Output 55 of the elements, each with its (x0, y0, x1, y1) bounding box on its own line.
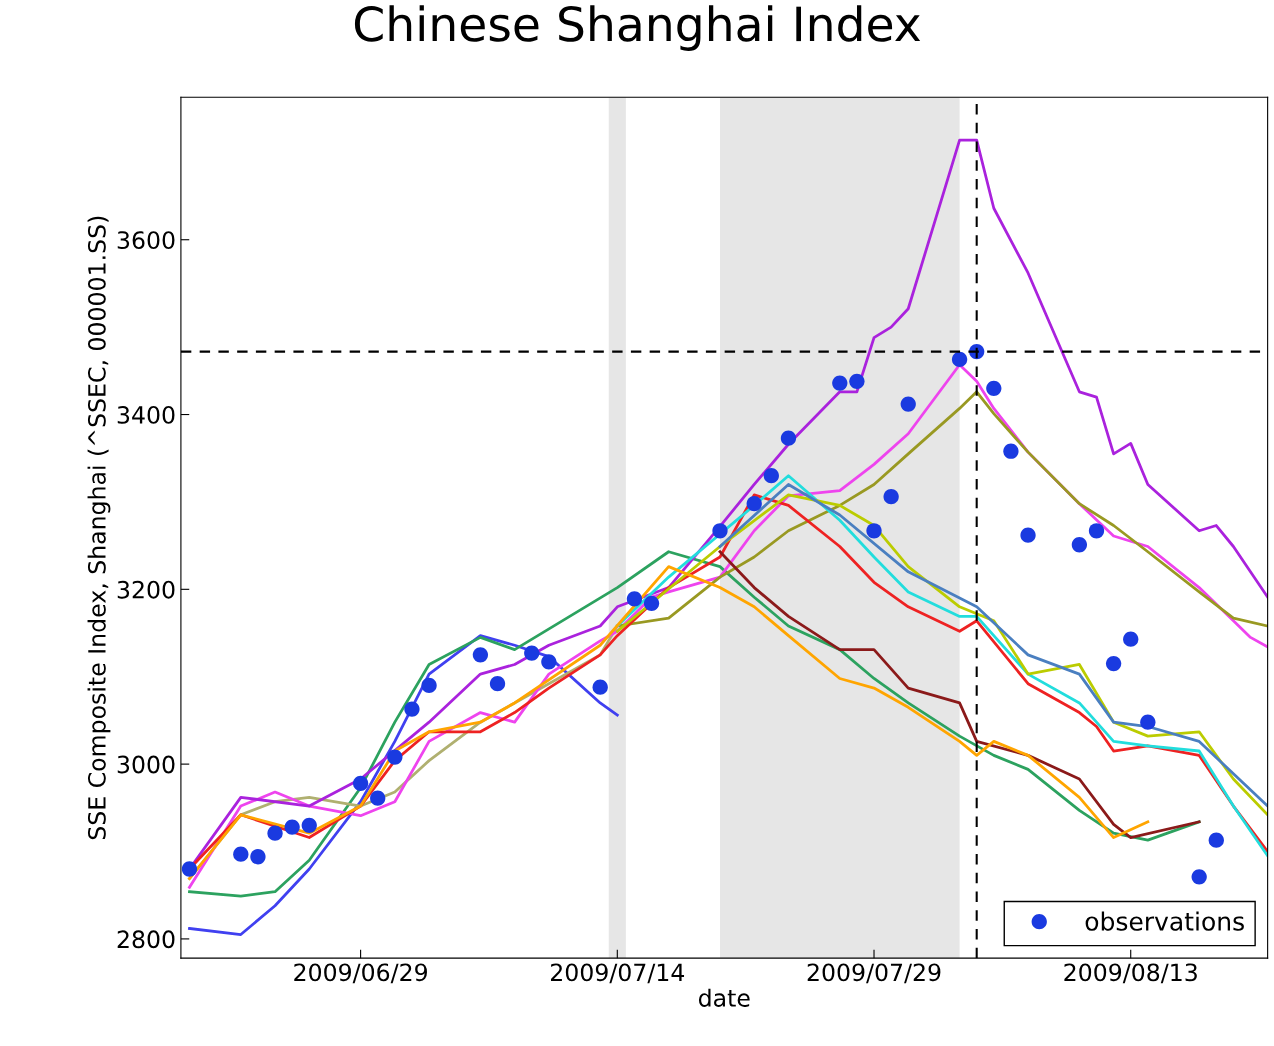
point (1003, 443, 1019, 459)
point (301, 817, 317, 833)
point (780, 430, 797, 446)
point (883, 489, 899, 505)
point (1071, 537, 1088, 553)
y-tick-label: 3400 (117, 405, 175, 424)
legend-label: observations (1085, 911, 1244, 931)
point (746, 496, 762, 512)
point (1140, 714, 1156, 730)
point (524, 645, 540, 661)
point (250, 849, 266, 865)
point (181, 861, 198, 877)
point (900, 396, 916, 412)
x-axis-title: date (698, 988, 750, 1007)
point (472, 647, 489, 663)
point (541, 654, 557, 670)
point (1088, 523, 1105, 539)
point (387, 749, 403, 765)
y-axis-title: SSE Composite Index, Shanghai (^SSEC, 000001.SS) (87, 216, 111, 840)
point (866, 523, 882, 539)
point (1105, 655, 1122, 672)
point (489, 676, 506, 692)
line-series (718, 483, 1268, 808)
point (626, 591, 643, 607)
point (352, 775, 369, 791)
point (284, 819, 300, 835)
line-series (188, 634, 619, 936)
point (267, 825, 283, 841)
line-series (615, 474, 1268, 858)
point (233, 846, 249, 862)
point (1020, 527, 1036, 543)
line-series (718, 550, 1201, 839)
point (1208, 832, 1224, 848)
x-tick-label: 2009/07/29 (807, 963, 941, 984)
point (370, 790, 386, 806)
x-tick-label: 2009/06/29 (294, 963, 427, 984)
point (1191, 869, 1207, 885)
x-tick-label: 2009/08/13 (1064, 963, 1197, 984)
point (643, 595, 660, 611)
y-tick-label: 3200 (117, 580, 175, 599)
point (986, 380, 1002, 396)
point (763, 468, 779, 484)
chart-title: Chinese Shanghai Index (354, 5, 921, 51)
point (1123, 631, 1139, 647)
point (951, 351, 968, 368)
y-tick-label: 3000 (117, 755, 175, 774)
point (849, 373, 865, 389)
y-tick-label: 3600 (117, 231, 175, 250)
point (404, 701, 420, 717)
point (592, 679, 608, 695)
x-tick-label: 2009/07/14 (550, 963, 685, 984)
point (421, 677, 437, 694)
y-tick-label: 2800 (117, 930, 175, 949)
point (712, 523, 728, 539)
point (832, 375, 848, 391)
